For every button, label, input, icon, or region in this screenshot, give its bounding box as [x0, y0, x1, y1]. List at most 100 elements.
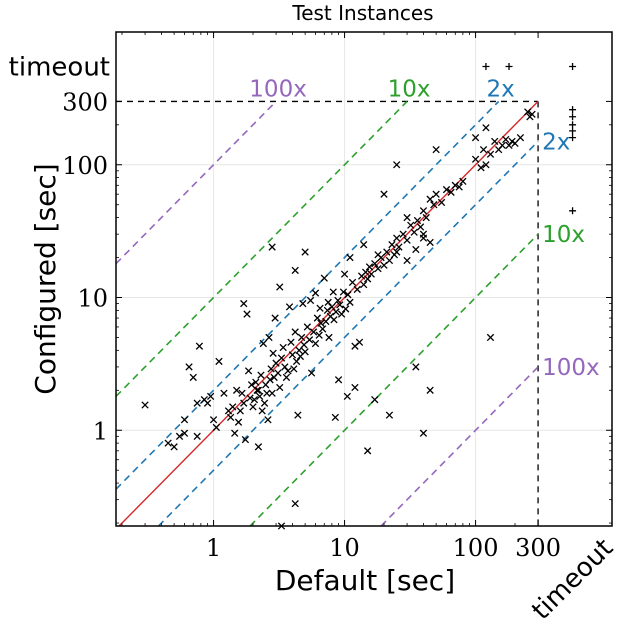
data-point [288, 351, 297, 359]
data-point [290, 365, 298, 373]
data-point [249, 403, 257, 411]
data-points [141, 108, 536, 530]
data-point [246, 394, 254, 402]
data-point [360, 280, 368, 289]
data-point [244, 367, 253, 375]
data-point [511, 139, 519, 147]
data-point [383, 248, 391, 256]
timeout-point [569, 134, 577, 142]
data-point [330, 316, 338, 324]
data-point [451, 181, 459, 189]
data-point [315, 331, 323, 339]
data-point [234, 418, 243, 426]
factor-lines: 2x 2x 10x 10x 100x 100x [115, 76, 600, 527]
timeout-point [569, 106, 577, 114]
data-point [343, 392, 352, 401]
x-tick-label: 1 [206, 534, 221, 562]
data-point [301, 348, 309, 356]
data-point [459, 177, 467, 185]
timeout-point [569, 62, 577, 70]
data-point [419, 429, 428, 437]
data-point [385, 411, 394, 419]
data-point [299, 299, 307, 308]
timeout-point [569, 127, 577, 135]
data-point [419, 207, 428, 215]
x-axis-label: Default [sec] [275, 564, 455, 597]
data-point [195, 342, 204, 350]
y-timeout-label: timeout [9, 52, 110, 82]
data-point [316, 304, 324, 312]
data-point [193, 399, 201, 407]
data-point [185, 363, 193, 371]
factor-label-10x-below: 10x [542, 222, 585, 248]
data-point [263, 389, 271, 397]
data-point [252, 378, 260, 386]
data-point [325, 333, 333, 342]
data-point [226, 413, 235, 422]
grid-lines [116, 32, 612, 526]
data-point [291, 328, 299, 336]
data-point [311, 339, 320, 348]
data-point [220, 389, 228, 397]
timeout-point [505, 62, 513, 70]
data-point [516, 133, 525, 142]
data-point [180, 416, 189, 424]
data-point [203, 399, 212, 407]
data-point [337, 310, 346, 318]
data-point [471, 155, 480, 163]
data-point [269, 349, 277, 357]
data-point [399, 230, 407, 238]
data-point [410, 228, 418, 236]
x-tick-label: 10 [329, 534, 360, 562]
data-point [164, 439, 172, 447]
data-point [303, 323, 312, 331]
data-point [264, 416, 272, 424]
data-point [331, 413, 339, 422]
data-point [455, 183, 463, 191]
data-point [403, 236, 411, 244]
data-point [247, 381, 256, 389]
factor-line-10x-above [115, 100, 408, 397]
factor-line-100x-above [115, 100, 277, 265]
data-point [353, 285, 361, 294]
data-point [301, 248, 309, 256]
data-point [274, 369, 282, 377]
data-point [215, 357, 223, 366]
data-point [528, 110, 536, 118]
data-point [363, 275, 372, 283]
factor-line-2x-above [115, 100, 500, 490]
data-point [426, 195, 434, 203]
data-point [371, 259, 379, 268]
data-point [209, 416, 218, 424]
data-point [346, 298, 354, 306]
data-point [419, 234, 428, 242]
data-point [416, 223, 425, 231]
y-axis-label: Configured [sec] [29, 163, 62, 394]
x-tick-label: 100 [453, 534, 499, 562]
timeout-point [569, 207, 577, 215]
data-point [265, 333, 273, 342]
data-point [291, 266, 299, 275]
data-point [471, 133, 480, 142]
data-point [243, 310, 251, 318]
data-point [339, 288, 348, 296]
data-point [486, 333, 495, 342]
data-point [282, 373, 291, 382]
data-point [388, 241, 396, 249]
data-point [502, 135, 510, 144]
data-point [284, 367, 292, 375]
data-point [306, 296, 315, 305]
data-point [362, 268, 370, 276]
data-point [482, 124, 490, 132]
data-point [432, 145, 440, 154]
data-point [307, 369, 316, 377]
data-point [393, 248, 401, 256]
data-point [277, 354, 286, 362]
factor-label-2x-above: 2x [487, 76, 515, 102]
data-point [477, 164, 485, 172]
data-point [292, 357, 301, 366]
data-point [442, 185, 451, 194]
data-point [351, 383, 359, 392]
data-point [276, 383, 284, 392]
